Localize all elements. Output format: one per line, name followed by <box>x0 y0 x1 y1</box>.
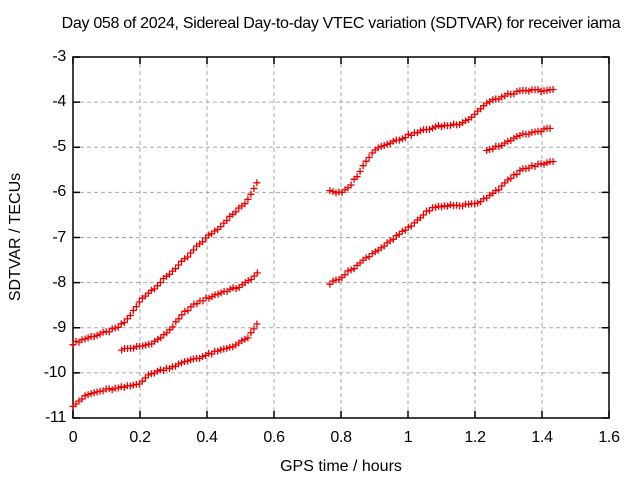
data-series-track-upper-left <box>69 179 261 349</box>
x-tick-label: 1.4 <box>531 429 553 446</box>
x-tick-label: 0.4 <box>196 429 218 446</box>
y-tick-label: -9 <box>52 318 66 336</box>
x-tick-label: 0.6 <box>263 429 285 446</box>
plot-border <box>72 56 610 419</box>
x-tick-label: 0.8 <box>330 429 352 446</box>
data-series-track-upper-right <box>326 86 557 197</box>
x-axis-label: GPS time / hours <box>280 458 402 475</box>
grid-lines <box>73 57 609 418</box>
x-tick-label: 0.2 <box>129 429 151 446</box>
x-tick-label: 1 <box>403 429 413 446</box>
x-tick-label: 1.2 <box>464 429 486 446</box>
y-tick-label: -4 <box>52 93 66 111</box>
data-series-track-lower-left <box>69 320 261 410</box>
y-tick-label: -5 <box>52 138 66 156</box>
y-tick-label: -10 <box>43 363 67 381</box>
data-series-track-middle-left <box>118 269 261 354</box>
chart-title: Day 058 of 2024, Sidereal Day-to-day VTE… <box>61 15 621 32</box>
y-tick-label: -7 <box>52 228 66 246</box>
y-tick-label: -6 <box>52 183 66 201</box>
data-series-track-lower-right <box>326 158 557 288</box>
y-tick-label: -8 <box>52 273 66 291</box>
x-tick-label: 0 <box>68 429 78 446</box>
y-tick-label: -3 <box>52 48 66 65</box>
y-tick-label: -11 <box>44 409 66 426</box>
x-tick-label: 1.6 <box>598 429 620 446</box>
data-series-track-short-right <box>483 124 554 154</box>
